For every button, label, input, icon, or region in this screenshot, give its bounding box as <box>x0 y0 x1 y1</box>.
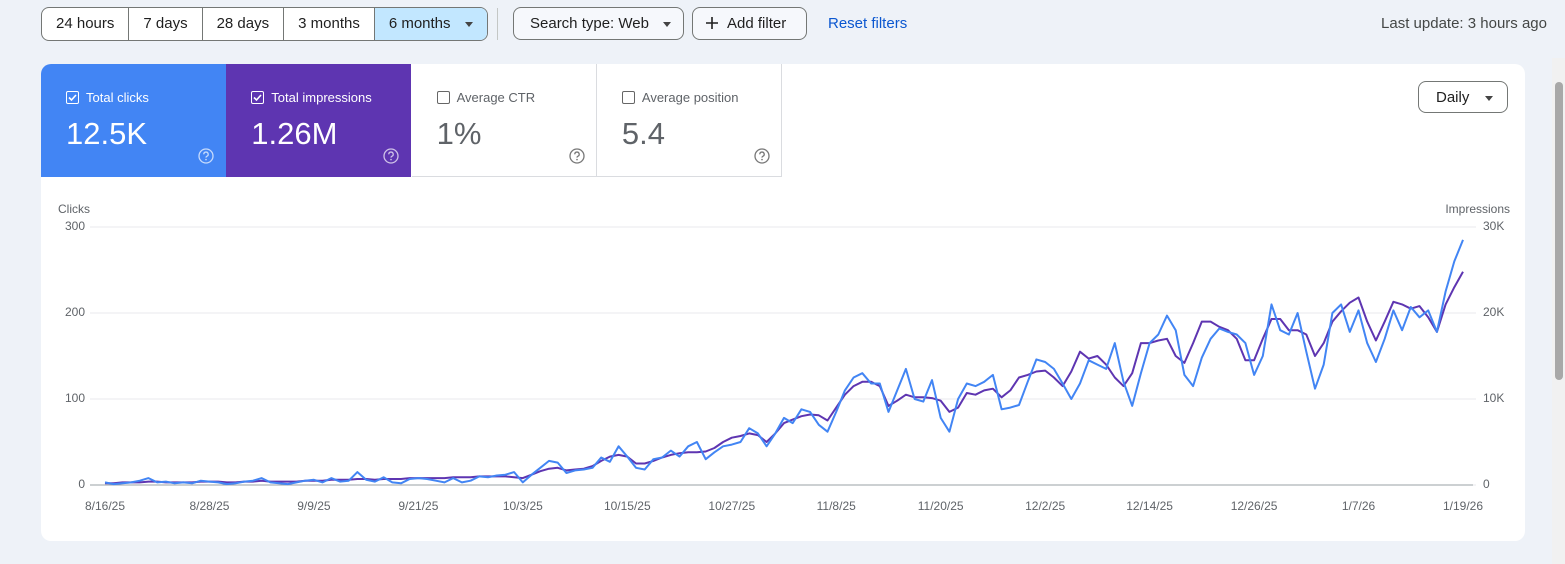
metric-tile[interactable]: Total clicks 12.5K <box>41 64 226 177</box>
y-tick-label: 0 <box>78 477 85 491</box>
add-filter-label: Add filter <box>727 15 787 32</box>
x-tick-label: 10/3/25 <box>503 499 543 513</box>
x-tick-label: 12/2/25 <box>1025 499 1065 513</box>
plus-icon <box>706 17 718 29</box>
help-icon <box>198 148 214 169</box>
granularity-dropdown[interactable]: Daily <box>1418 81 1508 113</box>
date-range-selector: 24 hours 7 days 28 days 3 months 6 month… <box>41 7 488 41</box>
metric-tile[interactable]: Average CTR 1% <box>411 64 597 177</box>
add-filter-button[interactable]: Add filter <box>692 7 807 40</box>
search-type-button[interactable]: Search type: Web <box>513 7 684 40</box>
x-tick-label: 10/15/25 <box>604 499 651 513</box>
help-glyph <box>568 148 585 164</box>
checkbox <box>66 91 79 104</box>
reset-filters[interactable]: Reset filters <box>828 15 908 32</box>
help-glyph <box>383 148 399 164</box>
x-tick-label: 1/19/26 <box>1443 499 1483 513</box>
y2-tick-label: 0 <box>1483 477 1490 491</box>
x-tick-label: 9/9/25 <box>297 499 331 513</box>
range-3m[interactable]: 3 months <box>284 8 375 40</box>
help-icon <box>568 148 585 169</box>
x-tick-label: 12/26/25 <box>1231 499 1278 513</box>
check-mark <box>253 94 262 102</box>
divider <box>497 8 498 40</box>
y-tick-label: 200 <box>65 305 85 319</box>
last-update: Last update: 3 hours ago <box>1381 15 1547 32</box>
checkbox <box>251 91 265 104</box>
checkbox <box>621 91 635 104</box>
metric-value: 1% <box>436 116 482 151</box>
range-28d[interactable]: 28 days <box>203 8 285 40</box>
metric-label: Average CTR <box>456 90 536 105</box>
metric-tile[interactable]: Total impressions 1.26M <box>226 64 412 177</box>
metric-label: Total impressions <box>271 90 372 105</box>
series-line <box>104 239 1464 486</box>
range-24h[interactable]: 24 hours <box>42 8 130 40</box>
check-mark <box>68 94 77 102</box>
x-tick-label: 11/8/25 <box>817 499 856 513</box>
y2-tick-label: 10K <box>1483 391 1504 405</box>
y2-axis-title: Impressions <box>1445 202 1510 216</box>
x-tick-label: 8/16/25 <box>85 499 125 513</box>
metric-label: Total clicks <box>86 90 149 105</box>
help-icon <box>754 148 770 169</box>
help-glyph <box>754 148 770 164</box>
help-glyph <box>198 148 214 164</box>
x-tick-label: 9/21/25 <box>398 499 438 513</box>
series-line <box>105 271 1464 485</box>
metric-tile[interactable]: Average position 5.4 <box>596 64 782 177</box>
x-tick-label: 1/7/26 <box>1342 499 1376 513</box>
x-tick-label: 12/14/25 <box>1126 499 1173 513</box>
metric-value: 1.26M <box>251 116 338 151</box>
x-tick-label: 11/20/25 <box>918 499 964 513</box>
metric-value: 12.5K <box>66 116 148 151</box>
metric-value: 5.4 <box>621 116 665 151</box>
granularity-label: Daily <box>1436 89 1470 106</box>
search-type-label: Search type: Web <box>530 15 649 32</box>
y-axis-title: Clicks <box>58 202 90 216</box>
x-tick-label: 10/27/25 <box>708 499 755 513</box>
range-7d[interactable]: 7 days <box>129 8 203 40</box>
range-6m[interactable]: 6 months <box>374 8 487 40</box>
y-tick-label: 100 <box>65 391 85 405</box>
performance-card: Total clicks 12.5K Total impressions 1.26M A… <box>41 64 1525 541</box>
help-icon <box>383 148 399 169</box>
range-6m-label: 6 months <box>388 15 451 32</box>
checkbox <box>436 91 450 104</box>
metric-label: Average position <box>641 90 739 105</box>
y2-tick-label: 30K <box>1483 219 1504 233</box>
x-tick-label: 8/28/25 <box>189 499 229 513</box>
y2-tick-label: 20K <box>1483 305 1504 319</box>
scrollbar-thumb[interactable] <box>1555 82 1563 380</box>
scrollbar[interactable] <box>1552 58 1565 564</box>
y-tick-label: 300 <box>65 219 85 233</box>
